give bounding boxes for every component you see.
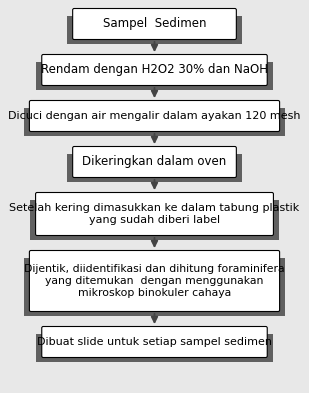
Text: Sampel  Sedimen: Sampel Sedimen [103, 18, 206, 31]
Text: Dibuat slide untuk setiap sampel sedimen: Dibuat slide untuk setiap sampel sedimen [37, 337, 272, 347]
Text: Dikeringkan dalam oven: Dikeringkan dalam oven [83, 156, 226, 169]
Bar [36, 62, 273, 90]
FancyBboxPatch shape [42, 55, 267, 86]
Text: Dicuci dengan air mengalir dalam ayakan 120 mesh: Dicuci dengan air mengalir dalam ayakan … [8, 111, 301, 121]
FancyBboxPatch shape [73, 9, 236, 40]
Text: Setelah kering dimasukkan ke dalam tabung plastik
yang sudah diberi label: Setelah kering dimasukkan ke dalam tabun… [9, 203, 300, 225]
FancyBboxPatch shape [42, 327, 267, 358]
FancyBboxPatch shape [29, 101, 280, 132]
Text: Dijentik, diidentifikasi dan dihitung foraminifera
yang ditemukan  dengan menggu: Dijentik, diidentifikasi dan dihitung fo… [24, 264, 285, 298]
Bar [67, 154, 242, 182]
Bar [30, 200, 279, 240]
Text: Rendam dengan H2O2 30% dan NaOH: Rendam dengan H2O2 30% dan NaOH [41, 64, 268, 77]
Bar [24, 258, 285, 316]
FancyBboxPatch shape [29, 250, 280, 312]
FancyBboxPatch shape [36, 193, 273, 235]
Bar [36, 334, 273, 362]
Bar [67, 16, 242, 44]
Bar [24, 108, 285, 136]
FancyBboxPatch shape [73, 147, 236, 178]
